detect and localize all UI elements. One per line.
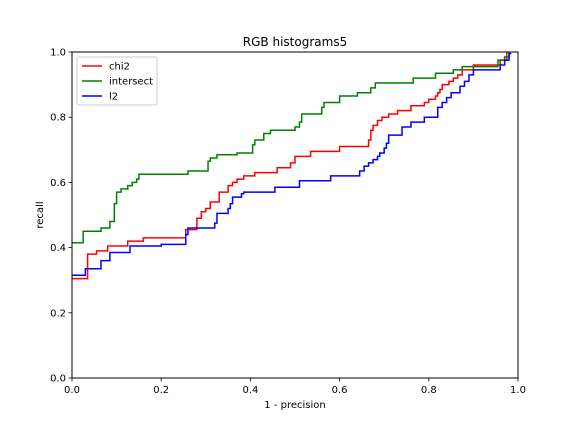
y-tick-label: 0.6 (50, 178, 66, 189)
y-tick-label: 1.0 (50, 48, 66, 59)
legend-label-chi2: chi2 (109, 62, 130, 73)
legend: chi2 intersect l2 (76, 56, 158, 106)
axes-frame (71, 51, 519, 379)
x-tick-label: 0.6 (332, 385, 348, 396)
y-axis-label: recall (35, 201, 46, 228)
y-tick-label: 0.0 (50, 374, 66, 385)
chart-title: RGB histograms5 (243, 35, 347, 49)
series-layer (72, 52, 512, 280)
x-tick-label: 0.8 (421, 385, 437, 396)
x-axis-label: 1 - precision (264, 400, 325, 411)
y-tick-label: 0.4 (50, 243, 66, 254)
x-tick-label: 0.2 (153, 385, 169, 396)
y-tick-label: 0.2 (50, 308, 66, 319)
x-tick-label: 0.4 (242, 385, 258, 396)
x-tick-label: 1.0 (510, 385, 526, 396)
ticks-layer: 0.0 0.2 0.4 0.6 0.8 1.0 0.0 0.2 0.4 0.6 0.8 1.0 (50, 48, 526, 397)
x-tick-label: 0.0 (64, 385, 80, 396)
legend-label-intersect: intersect (109, 77, 153, 88)
legend-label-l2: l2 (109, 92, 118, 103)
series-line-chi2 (72, 52, 508, 280)
series-line-intersect (72, 52, 510, 244)
series-line-l2 (72, 52, 512, 277)
y-tick-label: 0.8 (50, 113, 66, 124)
legend-box (76, 56, 158, 106)
